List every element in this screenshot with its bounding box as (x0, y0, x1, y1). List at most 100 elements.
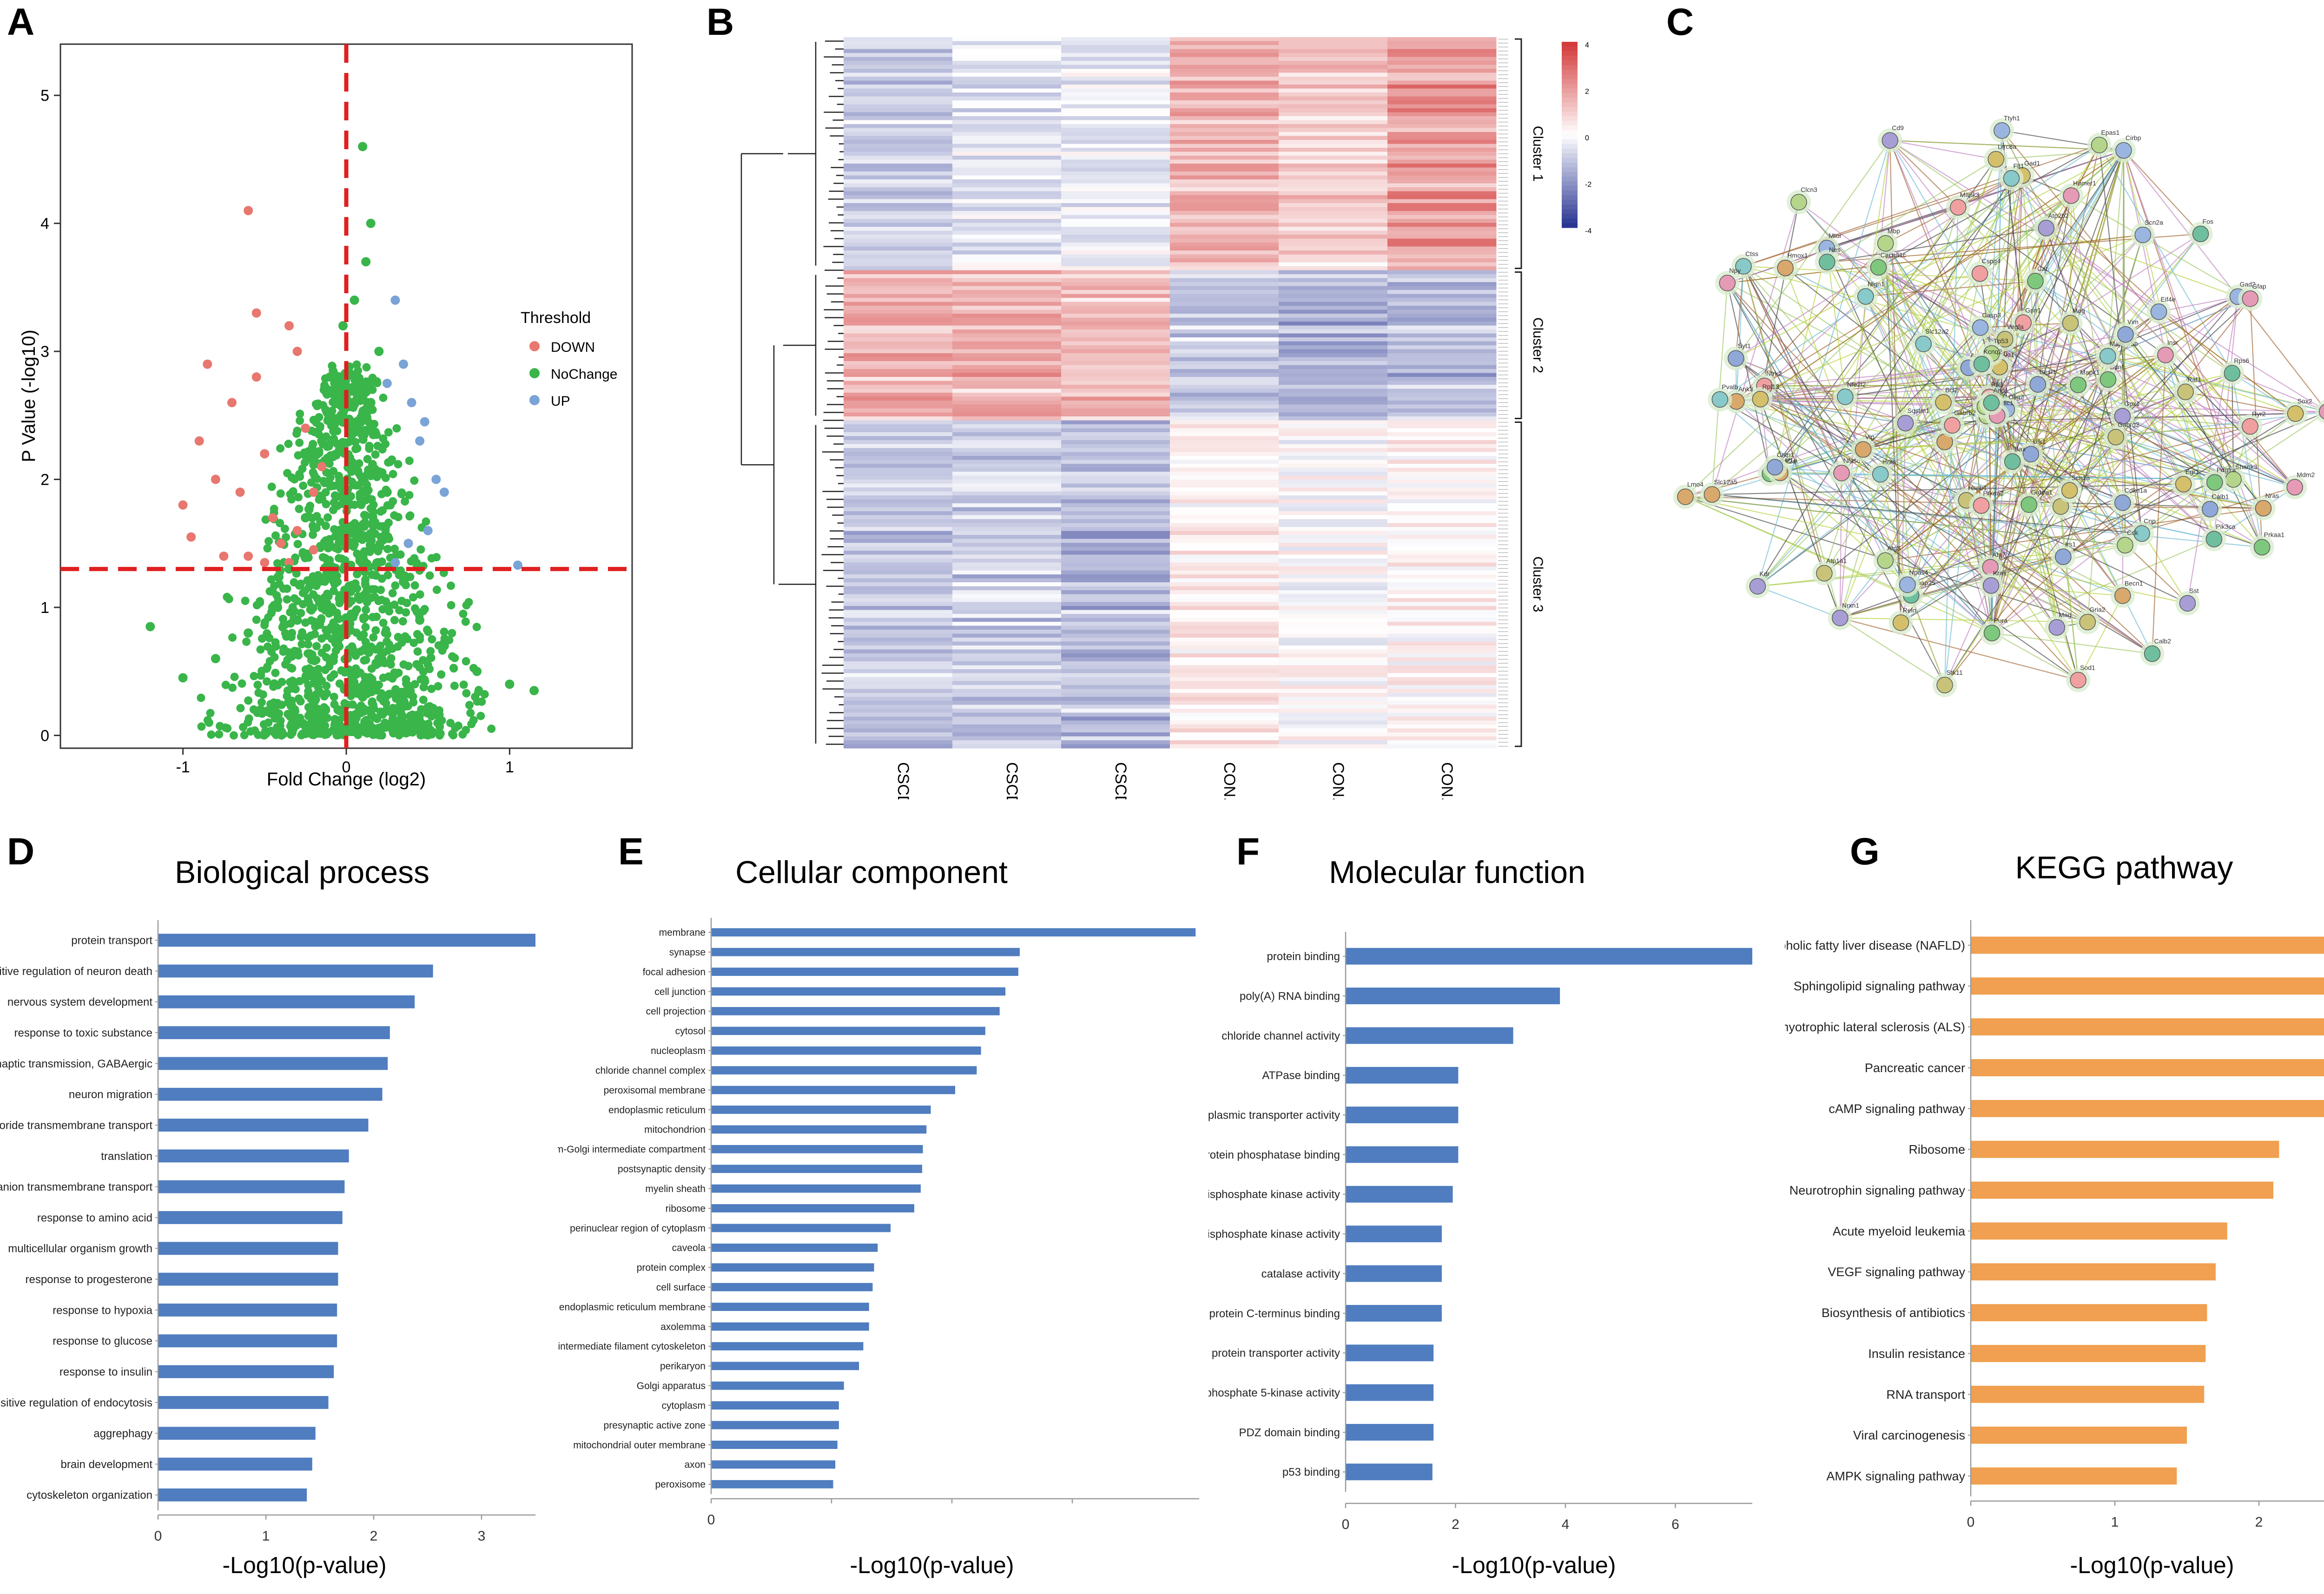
nochange-point (529, 686, 539, 696)
category-label: Non-alcoholic fatty liver disease (NAFLD… (1785, 938, 1965, 952)
heatmap-cell (952, 314, 1062, 318)
heatmap-cell (1279, 159, 1388, 164)
up-point (407, 398, 416, 408)
network-node-label: Kras (1993, 569, 2007, 577)
heatmap-cell (952, 503, 1062, 507)
nochange-point (316, 542, 324, 551)
nochange-point (383, 501, 392, 510)
network-node-circle (2224, 365, 2241, 382)
bar (711, 1421, 839, 1429)
network-edge (1760, 202, 1800, 400)
heatmap-cell (1061, 274, 1170, 278)
heatmap-cell (1387, 298, 1497, 302)
network-edge (1685, 496, 2188, 604)
heatmap-cell (1170, 744, 1279, 749)
bar (158, 1365, 334, 1378)
heatmap-cell (1170, 274, 1279, 278)
heatmap-cell (1279, 373, 1388, 377)
nochange-point (360, 728, 369, 737)
heatmap-cell (1170, 41, 1279, 46)
heatmap-cell (844, 116, 953, 120)
heatmap-cell (1170, 491, 1279, 496)
bar (158, 1242, 338, 1255)
heatmap-cell (1279, 120, 1388, 125)
heatmap-cell (1170, 638, 1279, 642)
network-node-circle (1777, 259, 1794, 277)
heatmap-cell (844, 389, 953, 393)
column-label: CON.1 (1221, 762, 1238, 799)
network-edge (1878, 267, 1967, 501)
heatmap-cell (844, 472, 953, 476)
network-node-label: Atg5 (1887, 544, 1901, 552)
heatmap-cell (952, 736, 1062, 741)
network-node-circle (1870, 259, 1887, 276)
heatmap-cell (844, 85, 953, 89)
heatmap-cell (1387, 452, 1497, 456)
colorbar-segment (1562, 65, 1578, 70)
nochange-point (273, 698, 282, 707)
heatmap-cell (1387, 108, 1497, 112)
y-tick-label: 0 (40, 727, 49, 744)
heatmap-cell (1279, 171, 1388, 176)
heatmap-cell (1170, 357, 1279, 362)
network-node: Cirbp (2111, 134, 2141, 163)
network-edge (1826, 247, 2295, 488)
heatmap-cell (844, 543, 953, 547)
heatmap-cell (1061, 554, 1170, 559)
heatmap-cell (1387, 685, 1497, 689)
heatmap-cell (1387, 559, 1497, 563)
category-label: Viral carcinogenesis (1853, 1429, 1965, 1443)
panel-letter-g: G (1850, 830, 1880, 873)
heatmap-cell (1387, 523, 1497, 527)
colorbar-segment (1562, 42, 1578, 47)
nochange-point (351, 606, 360, 615)
nochange-point (262, 664, 271, 673)
network-node: Slc12a2 (1911, 328, 1949, 356)
heatmap-cell (1387, 673, 1497, 678)
heatmap-cell (1279, 444, 1388, 448)
heatmap-cell (1387, 440, 1497, 444)
heatmap-cell (1387, 243, 1497, 247)
nochange-point (273, 573, 282, 581)
nochange-point (369, 522, 377, 531)
nochange-point (395, 571, 403, 580)
colorbar-segment (1562, 172, 1578, 177)
heatmap-cell (1279, 385, 1388, 389)
bar (158, 1334, 337, 1348)
nochange-point (357, 500, 366, 508)
nochange-point (223, 593, 231, 601)
heatmap-cell (1279, 353, 1388, 357)
bar (1971, 1100, 2324, 1117)
heatmap-cell (844, 475, 953, 480)
category-label: Golgi apparatus (637, 1381, 706, 1391)
network-node: Gabrb2 (1940, 409, 1976, 438)
column-label: CSCD.1 (894, 762, 912, 799)
nochange-point (286, 722, 295, 731)
heatmap-cell (1170, 167, 1279, 172)
network-node-label: Gabra1 (2031, 488, 2053, 496)
network-node-label: Ano1 (1993, 387, 2008, 394)
heatmap-cell (952, 554, 1062, 559)
heatmap-cell (1279, 582, 1388, 586)
nochange-point (426, 647, 435, 656)
heatmap-cell (1387, 187, 1497, 191)
heatmap-cell (1061, 238, 1170, 243)
heatmap-cell (1279, 148, 1388, 152)
network-edge (2046, 228, 2234, 480)
colorbar-segment (1562, 167, 1578, 172)
heatmap-cell (844, 219, 953, 223)
down-point (194, 436, 204, 446)
network-edge (2035, 150, 2124, 282)
network-node-circle (1973, 356, 1990, 373)
heatmap-cell (952, 393, 1062, 397)
nochange-point (366, 594, 375, 603)
heatmap-cell (844, 523, 953, 527)
nochange-point (323, 560, 332, 569)
nochange-point (376, 533, 385, 541)
heatmap-cell (1170, 440, 1279, 444)
network-edge (2060, 506, 2079, 680)
heatmap-cell (844, 606, 953, 610)
heatmap-cell (1279, 298, 1388, 302)
colorbar-segment (1562, 102, 1578, 107)
molecular-function-chart: F Molecular function protein bindingpoly… (1208, 830, 1752, 1578)
